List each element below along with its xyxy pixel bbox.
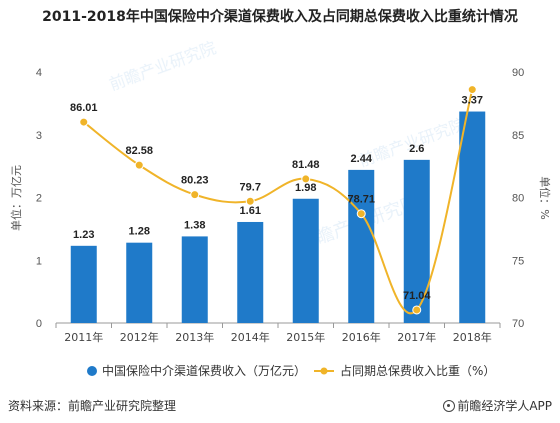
y-axis-right-label: 单位：%	[538, 176, 552, 219]
legend-bar-label: 中国保险中介渠道保费收入（万亿元）	[102, 363, 306, 378]
bar	[292, 198, 319, 323]
legend-bar-marker	[87, 366, 97, 376]
x-tick-label: 2013年	[175, 330, 214, 344]
legend-line-label: 占同期总保费收入比重（%）	[340, 363, 495, 378]
x-tick-label: 2017年	[397, 330, 436, 344]
y-tick-right: 80	[512, 193, 524, 205]
y-tick-left: 0	[36, 318, 42, 330]
x-tick-label: 2011年	[64, 330, 103, 344]
bar-value-label: 1.23	[73, 229, 94, 241]
chart-title: 2011-2018年中国保险中介渠道保费收入及占同期总保费收入比重统计情况	[42, 9, 518, 25]
bar	[348, 169, 375, 323]
line-value-label: 86.01	[70, 102, 98, 114]
legend: 中国保险中介渠道保费收入（万亿元） 占同期总保费收入比重（%）	[87, 363, 495, 378]
line-value-label: 79.7	[240, 181, 261, 193]
bars-group	[70, 111, 486, 323]
y-tick-left: 2	[36, 193, 42, 205]
y-tick-left: 3	[36, 130, 42, 142]
data-labels-group: 1.23 1.28 1.38 1.61 1.98 2.44 2.6 3.37 86.01 82.5…	[70, 95, 483, 302]
source-note: 资料来源：前瞻产业研究院整理	[8, 399, 177, 413]
y-tick-left: 1	[36, 255, 42, 267]
bar	[126, 242, 153, 323]
x-tick-label: 2012年	[120, 330, 159, 344]
line-point	[245, 196, 255, 206]
y-tick-right: 70	[512, 318, 524, 330]
y-tick-left: 4	[36, 67, 42, 79]
x-tick-label: 2016年	[342, 330, 381, 344]
bar-value-label: 1.28	[129, 226, 150, 238]
y-axis-left-label: 单位：万亿元	[9, 165, 23, 231]
line-point	[356, 209, 366, 219]
brand-name: 前瞻经济学人APP	[457, 399, 552, 413]
line-value-label: 80.23	[181, 175, 209, 187]
watermark-text: 前瞻产业研究院	[107, 38, 219, 94]
line-value-label: 82.58	[125, 145, 153, 157]
bar	[70, 245, 97, 323]
brand-logo-icon	[443, 399, 456, 412]
bar-value-label: 2.44	[351, 153, 373, 165]
bar	[181, 236, 208, 323]
x-tick-label: 2015年	[286, 330, 325, 344]
legend-line-marker-dot	[320, 367, 328, 375]
line-value-label: 71.04	[403, 290, 431, 302]
bar-value-label: 1.98	[295, 182, 316, 194]
bar-value-label: 1.38	[184, 219, 205, 231]
line-point	[79, 117, 89, 127]
line-point	[301, 174, 311, 184]
line-value-label: 81.48	[292, 159, 320, 171]
line-point	[467, 85, 477, 95]
bar	[237, 221, 264, 323]
bar-value-label: 3.37	[462, 95, 483, 107]
line-point	[134, 160, 144, 170]
x-tick-label: 2014年	[231, 330, 270, 344]
bar-value-label: 1.61	[240, 205, 261, 217]
line-value-label: 78.71	[347, 194, 375, 206]
y-tick-right: 85	[512, 130, 524, 142]
y-tick-right: 90	[512, 67, 524, 79]
y-tick-right: 75	[512, 255, 524, 267]
brand-credit: 前瞻经济学人APP	[443, 397, 552, 414]
line-series-group	[79, 85, 477, 315]
bar-value-label: 2.6	[409, 143, 424, 155]
line-point	[412, 305, 422, 315]
line-point	[190, 190, 200, 200]
axes-group: 0 1 2 3 4 70 75 80 85 90 2011年 2012年 2013年 2014年 2015年…	[36, 67, 524, 344]
bar	[459, 111, 486, 323]
x-tick-label: 2018年	[453, 330, 492, 344]
